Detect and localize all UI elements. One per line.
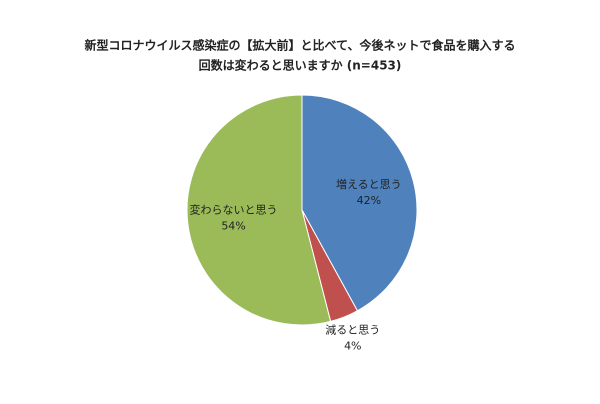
slice-label: 増えると思う: [336, 178, 402, 191]
pie-slice: [301, 94, 418, 312]
slice-label: 変わらないと思う: [190, 203, 278, 217]
slice-value-label: 4%: [344, 339, 361, 352]
slice-value-label: 54%: [221, 220, 245, 233]
slice-label: 減ると思う: [325, 322, 380, 336]
pie-slice: [186, 94, 332, 326]
chart-title: 新型コロナウイルス感染症の【拡大前】と比べて、今後ネットで食品を購入する: [85, 38, 516, 53]
chart-title: 回数は変わると思いますか (n=453): [199, 58, 402, 73]
slice-value-label: 42%: [357, 194, 381, 207]
